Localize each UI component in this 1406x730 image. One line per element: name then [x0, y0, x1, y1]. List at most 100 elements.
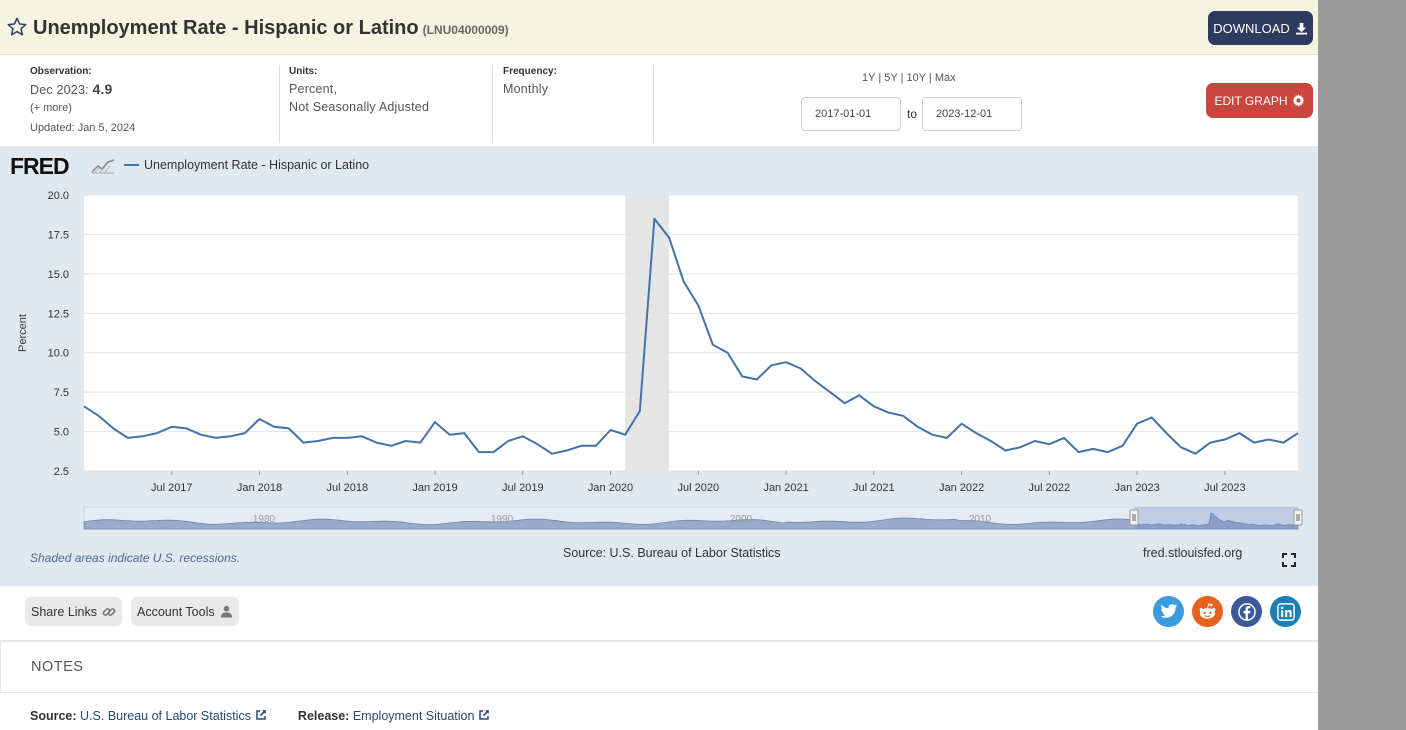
end-date-input[interactable] [922, 97, 1022, 131]
x-tick-label: Jan 2019 [412, 482, 457, 494]
fred-page: Unemployment Rate - Hispanic or Latino (L… [0, 0, 1318, 730]
units-value-line1: Percent, [289, 82, 338, 96]
navigator-label: 1990 [491, 514, 514, 525]
observation-block: Observation: Dec 2023: 4.9 (+ more) Upda… [30, 66, 135, 137]
frequency-block: Frequency: Monthly [503, 66, 557, 98]
chart-source: Source: U.S. Bureau of Labor Statistics [563, 546, 781, 560]
facebook-icon[interactable] [1231, 596, 1262, 627]
reddit-icon[interactable] [1192, 596, 1223, 627]
share-row: Share Links Account Tools [0, 586, 1318, 641]
more-observations-link[interactable]: (+ more) [30, 102, 72, 114]
range-1y[interactable]: 1Y [862, 72, 876, 84]
range-5y[interactable]: 5Y [884, 72, 898, 84]
meta-divider [492, 65, 493, 143]
linkedin-icon[interactable] [1270, 596, 1301, 627]
x-tick-label: Jul 2019 [502, 482, 544, 494]
units-label: Units: [289, 66, 318, 77]
page-title: Unemployment Rate - Hispanic or Latino (L… [33, 17, 509, 40]
navigator-label: 2000 [730, 514, 753, 525]
edit-graph-button[interactable]: EDIT GRAPH [1206, 83, 1313, 118]
recession-band [625, 195, 670, 471]
y-tick-label: 17.5 [48, 229, 69, 241]
x-tick-label: Jul 2022 [1029, 482, 1071, 494]
navigator-selection [1134, 507, 1298, 529]
meta-divider [279, 65, 280, 143]
source-link[interactable]: U.S. Bureau of Labor Statistics [80, 709, 251, 723]
series-title-text: Unemployment Rate - Hispanic or Latino [33, 17, 419, 39]
range-10y[interactable]: 10Y [906, 72, 926, 84]
x-tick-label: Jan 2023 [1114, 482, 1159, 494]
account-tools-label: Account Tools [137, 604, 215, 619]
series-meta: Observation: Dec 2023: 4.9 (+ more) Upda… [0, 56, 1318, 146]
chart-legend[interactable]: Unemployment Rate - Hispanic or Latino [124, 158, 369, 172]
legend-swatch [124, 164, 139, 166]
series-line [83, 217, 1299, 455]
observation-value: 4.9 [92, 81, 113, 97]
y-tick-label: 7.5 [54, 387, 69, 399]
external-link-icon[interactable] [478, 709, 490, 721]
x-tick-label: Jan 2021 [763, 482, 808, 494]
window-gutter [1318, 0, 1406, 730]
x-tick-label: Jul 2020 [678, 482, 720, 494]
release-link[interactable]: Employment Situation [352, 709, 475, 723]
y-tick-label: 20.0 [48, 190, 69, 202]
link-icon [102, 607, 116, 616]
start-date-input[interactable] [801, 97, 901, 131]
y-tick-label: 15.0 [48, 269, 69, 281]
y-tick-label: 5.0 [54, 427, 69, 439]
title-bar: Unemployment Rate - Hispanic or Latino (L… [0, 0, 1318, 55]
frequency-label: Frequency: [503, 66, 557, 77]
navigator-series [83, 512, 1299, 530]
fred-logo[interactable]: FRED [10, 153, 70, 179]
range-links: 1Y | 5Y | 10Y | Max [862, 72, 956, 84]
account-tools-button[interactable]: Account Tools [131, 597, 239, 626]
navigator-handle[interactable] [1293, 509, 1303, 526]
plot-background [84, 195, 1298, 471]
x-tick-label: Jan 2022 [939, 482, 984, 494]
meta-divider [653, 65, 654, 143]
recession-note: Shaded areas indicate U.S. recessions. [30, 551, 241, 565]
fred-url[interactable]: fred.stlouisfed.org [1143, 546, 1243, 560]
observation-date: Dec 2023: [30, 83, 89, 97]
y-axis-label: Percent [17, 314, 29, 352]
x-tick-label: Jul 2017 [151, 482, 193, 494]
line-chart: 20.0 17.5 15.0 12.5 10.0 7.5 5.0 2.5 Jul 2017 Jan… [17, 190, 1303, 530]
notes-section: NOTES [0, 641, 1318, 693]
y-tick-label: 10.0 [48, 348, 69, 360]
gear-icon [1292, 94, 1304, 107]
share-links-button[interactable]: Share Links [25, 597, 123, 626]
source-label: Source: [30, 709, 77, 723]
navigator-handle[interactable] [1129, 509, 1139, 526]
release-label: Release: [297, 709, 350, 723]
units-block: Units: Percent, Not Seasonally Adjusted [289, 66, 429, 116]
download-label: DOWNLOAD [1213, 20, 1290, 36]
download-icon [1295, 22, 1307, 35]
navigator-label: 2010 [969, 514, 992, 525]
x-tick-label: Jan 2018 [237, 482, 282, 494]
y-tick-label: 12.5 [48, 308, 69, 320]
x-tick-label: Jul 2021 [853, 482, 895, 494]
fullscreen-icon[interactable] [1282, 553, 1296, 567]
observation-label: Observation: [30, 66, 92, 77]
legend-label: Unemployment Rate - Hispanic or Latino [144, 158, 370, 172]
notes-title: NOTES [31, 659, 84, 675]
download-button[interactable]: DOWNLOAD [1208, 11, 1313, 45]
star-icon[interactable] [6, 16, 28, 38]
edit-graph-label: EDIT GRAPH [1214, 93, 1288, 108]
range-max[interactable]: Max [934, 72, 956, 84]
updated-date: Updated: Jan 5, 2024 [30, 122, 136, 134]
user-icon [220, 605, 232, 618]
navigator-label: 1980 [253, 514, 276, 525]
units-value-line2: Not Seasonally Adjusted [289, 100, 430, 114]
frequency-value: Monthly [503, 82, 549, 96]
x-tick-label: Jul 2018 [326, 482, 368, 494]
y-tick-label: 2.5 [54, 466, 69, 478]
graph-area: 20.0 17.5 15.0 12.5 10.0 7.5 5.0 2.5 Jul 2017 Jan… [0, 146, 1318, 586]
source-release-line: Source: U.S. Bureau of Labor Statistics … [30, 709, 490, 723]
twitter-icon[interactable] [1153, 596, 1184, 627]
external-link-icon[interactable] [255, 709, 267, 721]
to-label: to [907, 107, 918, 121]
x-tick-label: Jul 2023 [1204, 482, 1246, 494]
x-tick-label: Jan 2020 [588, 482, 633, 494]
share-links-label: Share Links [31, 604, 98, 619]
